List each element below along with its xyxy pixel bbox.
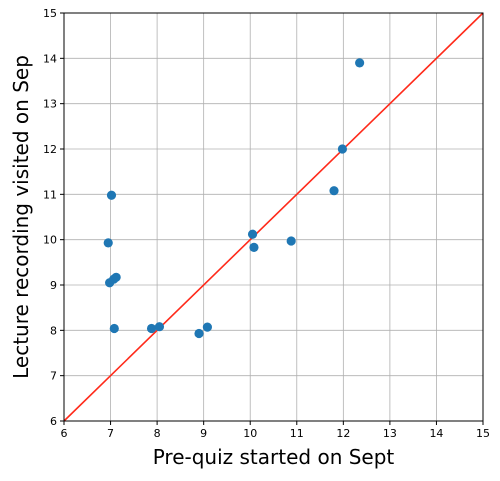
data-point (355, 58, 365, 68)
x-axis-ticks: 6 7 8 9 10 11 12 13 14 15 (61, 421, 490, 440)
data-point (194, 328, 204, 339)
y-tick-label: 11 (43, 188, 57, 201)
plot-frame (63, 12, 484, 422)
data-point (109, 323, 119, 334)
data-point (286, 236, 296, 246)
x-tick-label: 10 (243, 427, 257, 440)
y-tick-label: 15 (43, 7, 57, 20)
y-tick-label: 6 (50, 415, 57, 428)
x-tick-label: 7 (107, 427, 114, 440)
y-tick-label: 14 (43, 52, 57, 65)
y-tick-label: 9 (50, 279, 57, 292)
y-tick-label: 7 (50, 370, 57, 383)
data-point (202, 322, 212, 332)
y-tick-label: 10 (43, 234, 57, 247)
data-point (103, 238, 113, 248)
data-point (154, 322, 165, 332)
data-point (146, 323, 157, 334)
reference-line-group (63, 12, 484, 422)
x-axis-label: Pre-quiz started on Sept (153, 445, 395, 469)
data-point (337, 144, 348, 154)
x-tick-label: 13 (383, 427, 397, 440)
y-axis-ticks: 6 7 8 9 10 11 12 13 14 15 (43, 7, 64, 428)
y-tick-label: 13 (43, 98, 57, 111)
x-tick-label: 12 (336, 427, 350, 440)
data-point (247, 229, 258, 239)
diagonal-reference-line (63, 12, 484, 422)
data-point (105, 278, 115, 288)
x-tick-label: 11 (290, 427, 304, 440)
data-point (106, 190, 117, 200)
x-tick-label: 15 (476, 427, 490, 440)
x-tick-label: 9 (200, 427, 207, 440)
data-point (249, 242, 259, 252)
x-tick-label: 8 (154, 427, 161, 440)
data-point (329, 186, 339, 196)
x-tick-label: 14 (429, 427, 443, 440)
x-tick-label: 6 (61, 427, 68, 440)
y-tick-label: 12 (43, 143, 57, 156)
y-axis-label: Lecture recording visited on Sep (9, 55, 33, 379)
y-tick-label: 8 (50, 324, 57, 337)
data-points (103, 58, 365, 339)
